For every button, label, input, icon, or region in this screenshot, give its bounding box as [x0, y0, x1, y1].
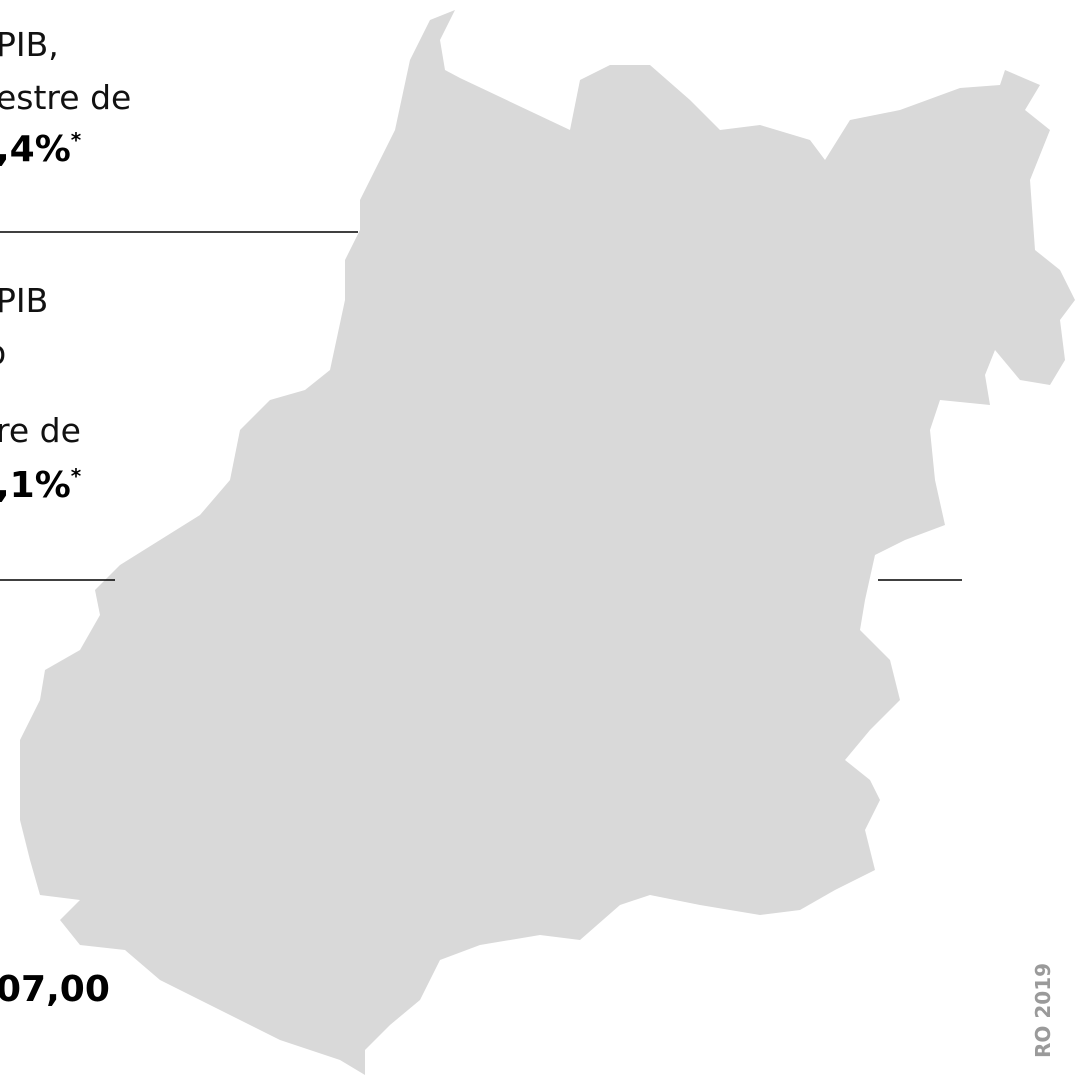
- label-line: re de: [0, 411, 81, 450]
- value: ,1%*: [0, 464, 82, 506]
- source: RO 2019: [1031, 963, 1055, 1058]
- value: ,4%*: [0, 128, 82, 170]
- value-text: ,1%: [0, 465, 71, 506]
- state-map: [20, 10, 1075, 1075]
- label-line: o: [0, 333, 6, 372]
- bottom-value: 07,00: [0, 969, 110, 1010]
- footnote-mark: *: [71, 128, 82, 152]
- footnote-mark: *: [71, 464, 82, 488]
- label-line: estre de: [0, 78, 131, 117]
- value-text: ,4%: [0, 129, 71, 170]
- label-line: PIB,: [0, 25, 59, 64]
- label-line: PIB: [0, 281, 48, 320]
